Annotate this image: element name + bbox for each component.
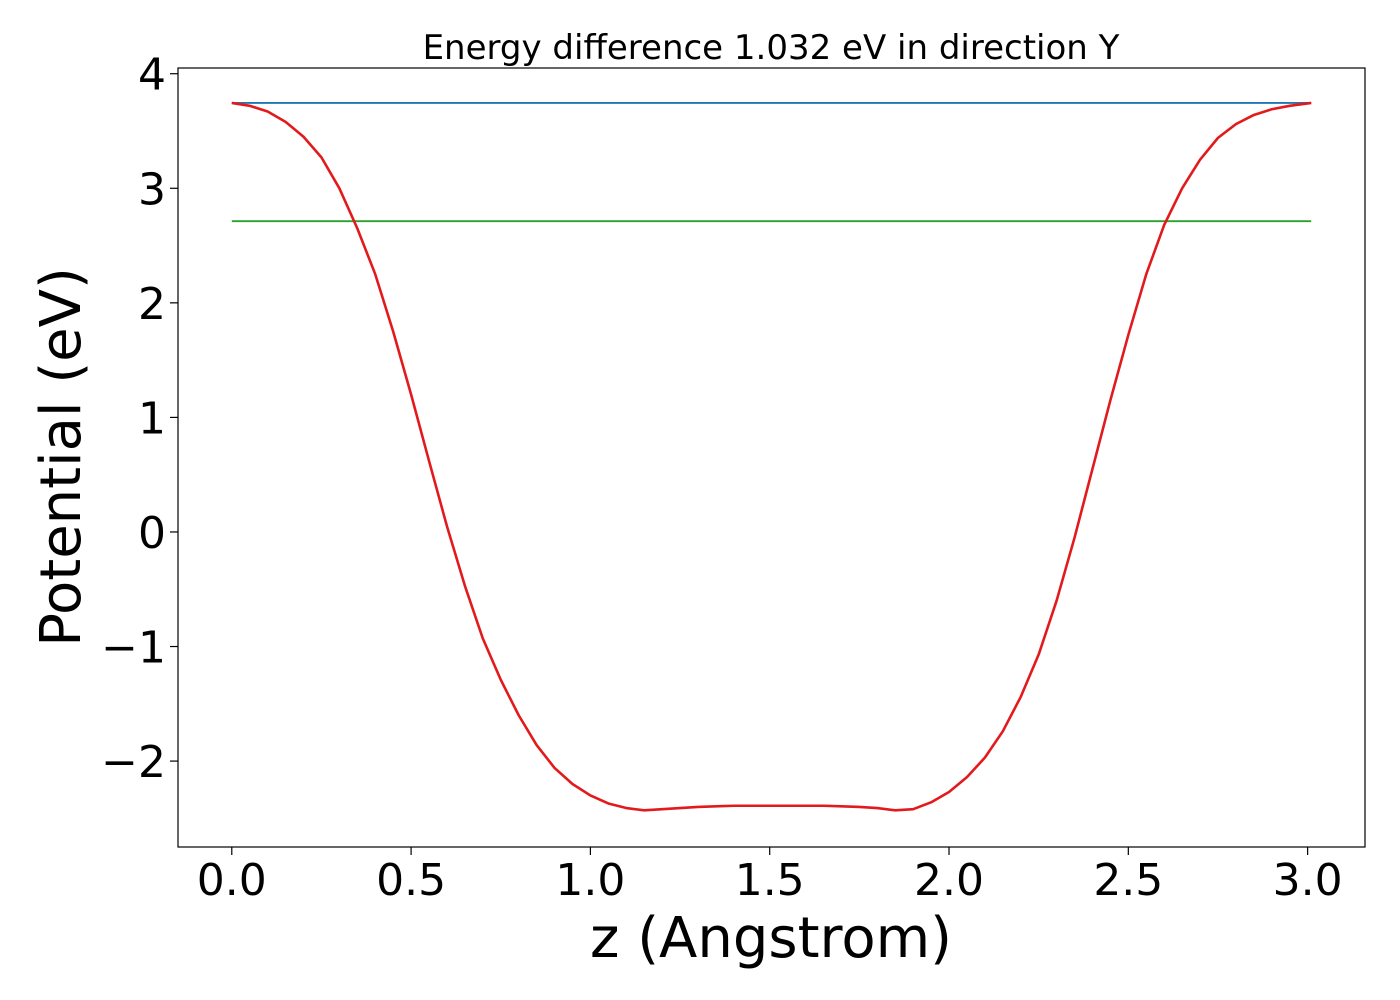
x-axis-ticks: 0.0 0.5 1.0 1.5 2.0 2.5 3.0 — [197, 847, 1343, 906]
y-tick-label: 2 — [138, 279, 166, 330]
y-tick-label: 3 — [138, 164, 166, 215]
y-tick-label: −2 — [101, 737, 166, 788]
plot-frame — [177, 67, 1366, 848]
series-line-3 — [231, 101, 1312, 812]
x-tick-label: 0.5 — [376, 855, 446, 906]
series-layer — [231, 101, 1312, 812]
y-axis-label: Potential (eV) — [29, 267, 94, 647]
y-axis-ticks: −2 −1 0 1 2 3 4 — [101, 50, 178, 788]
x-axis-label: z (Angstrom) — [590, 906, 952, 971]
y-tick-label: 4 — [138, 50, 166, 101]
x-tick-label: 1.0 — [555, 855, 625, 906]
x-tick-label: 1.5 — [735, 855, 805, 906]
y-tick-label: 0 — [138, 508, 166, 559]
y-tick-label: −1 — [101, 623, 166, 674]
x-tick-label: 3.0 — [1273, 855, 1343, 906]
chart-title: Energy difference 1.032 eV in direction … — [423, 28, 1120, 68]
x-tick-label: 2.0 — [914, 855, 984, 906]
y-tick-label: 1 — [138, 393, 166, 444]
x-tick-label: 0.0 — [197, 855, 267, 906]
x-tick-label: 2.5 — [1093, 855, 1163, 906]
